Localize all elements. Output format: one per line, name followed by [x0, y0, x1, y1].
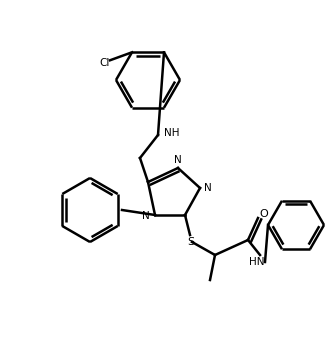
Text: O: O	[260, 209, 268, 219]
Text: Cl: Cl	[100, 58, 110, 68]
Text: NH: NH	[164, 128, 180, 138]
Text: N: N	[204, 183, 212, 193]
Text: HN: HN	[249, 257, 265, 267]
Text: S: S	[187, 237, 195, 247]
Text: N: N	[174, 155, 182, 165]
Text: N: N	[142, 211, 150, 221]
